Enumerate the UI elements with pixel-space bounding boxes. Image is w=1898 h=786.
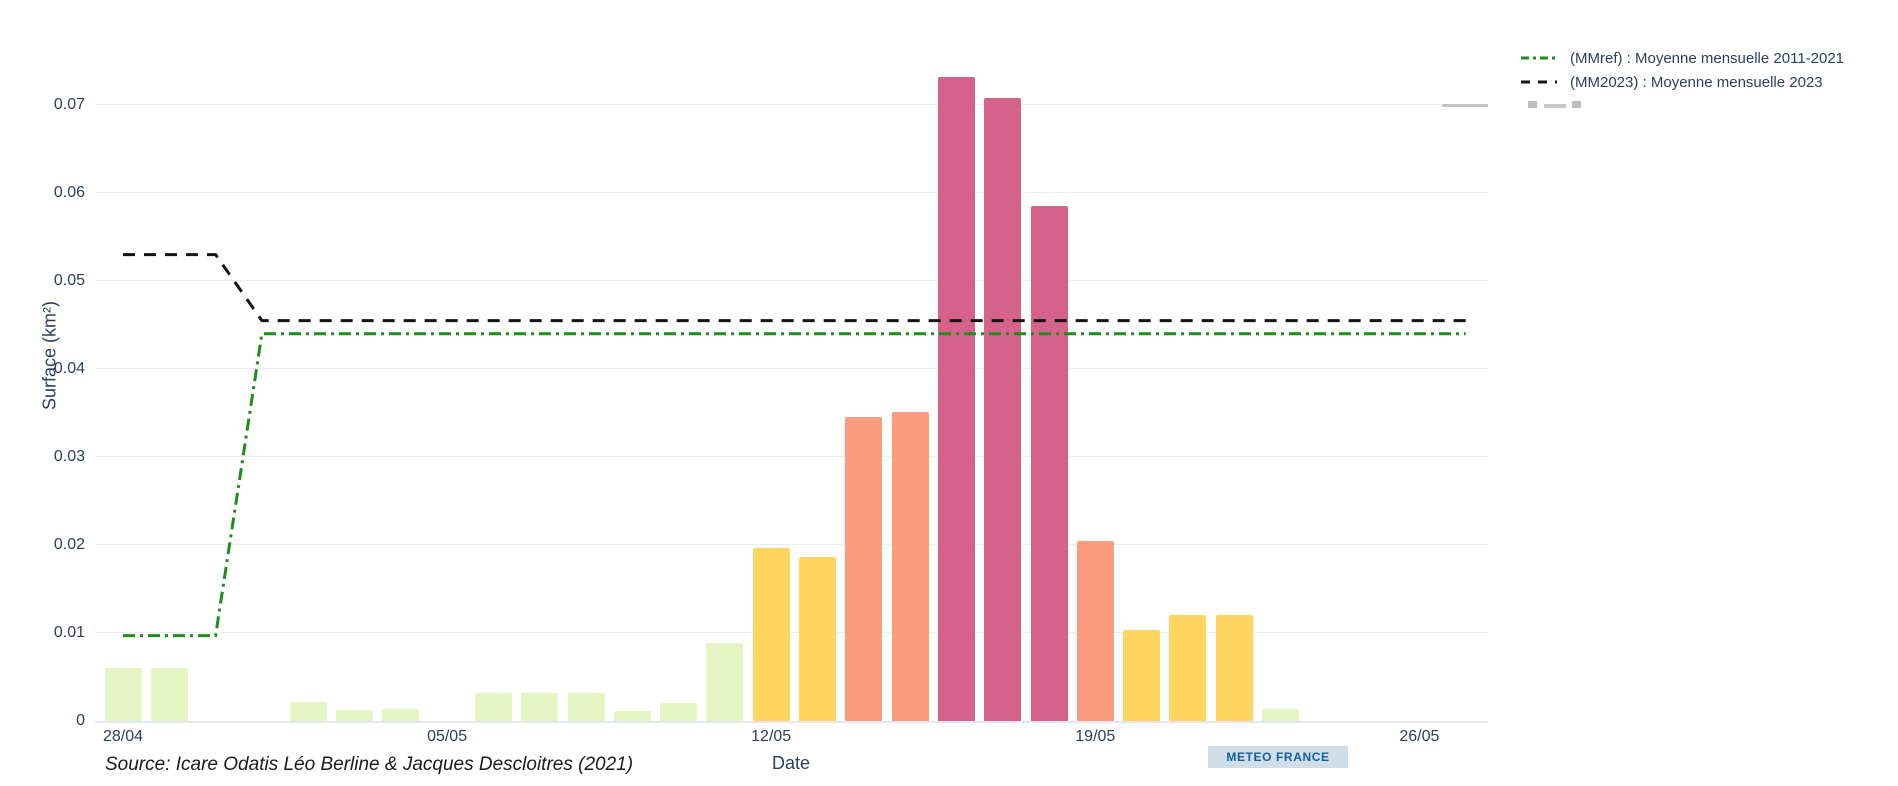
x-axis-title: Date [771,753,811,773]
gridline [95,368,1488,369]
mmref-line [123,332,1466,638]
legend-item-mm2023[interactable]: (MM2023) : Moyenne mensuelle 2023 [1520,70,1844,94]
bar-08/05[interactable] [567,692,605,721]
bar-22/05[interactable] [1215,615,1253,721]
bar-29/04[interactable] [150,668,188,721]
legend-clipped-row-text-remnant [1528,101,1537,108]
mean-lines-layer [123,253,1466,638]
bar-02/05[interactable] [289,701,327,721]
bar-10/05[interactable] [660,702,698,721]
x-tick-05/05: 05/05 [427,728,468,745]
bar-28/04[interactable] [104,668,142,721]
bar-16/05[interactable] [937,76,975,721]
bar-07/05[interactable] [521,692,559,721]
bar-19/05[interactable] [1076,540,1114,721]
gridline [95,544,1488,545]
x-tick-19/05: 19/05 [1075,728,1116,745]
meteo-france-logo-text: METEO FRANCE [1226,750,1330,764]
bar-20/05[interactable] [1123,630,1161,721]
white-overlay-patch [1846,70,1898,106]
legend-clipped-row-text-remnant [1544,104,1566,108]
y-tick-0: 0 [76,712,85,729]
bar-17/05[interactable] [984,97,1022,721]
bar-15/05[interactable] [891,412,929,721]
legend-dash-sample-icon [1521,80,1557,84]
legend-clipped-row-text-remnant [1572,101,1581,108]
y-tick-0.01: 0.01 [53,624,85,641]
bar-12/05[interactable] [752,547,790,721]
x-tick-28/04: 28/04 [102,728,144,745]
bar-18/05[interactable] [1030,206,1068,721]
legend-item-label: (MMref) : Moyenne mensuelle 2011-2021 [1570,49,1845,67]
bar-11/05[interactable] [706,642,744,721]
bar-09/05[interactable] [613,711,651,721]
x-tick-26/05: 26/05 [1399,728,1440,745]
y-tick-0.04: 0.04 [53,360,85,377]
gridline [95,104,1488,105]
x-tick-12/05: 12/05 [751,728,792,745]
gridline [95,632,1488,633]
bar-13/05[interactable] [799,557,836,721]
legend-item-label: (MM2023) : Moyenne mensuelle 2023 [1570,73,1823,91]
bar-06/05[interactable] [474,692,512,721]
y-tick-0.03: 0.03 [53,448,85,465]
gridline [95,192,1488,193]
y-tick-0.06: 0.06 [53,184,85,201]
gridline [95,456,1488,457]
bar-21/05[interactable] [1169,615,1207,721]
y-axis-title: Surface (km²) [39,301,60,411]
legend-item-mmref[interactable]: (MMref) : Moyenne mensuelle 2011-2021 [1520,46,1844,70]
bar-03/05[interactable] [336,709,373,721]
bar-23/05[interactable] [1262,708,1299,721]
y-tick-0.02: 0.02 [53,536,85,553]
source-note: Source: Icare Odatis Léo Berline & Jacqu… [105,754,634,775]
legend-clipped-row-line [1442,104,1488,107]
gridline [95,280,1488,281]
bar-04/05[interactable] [382,708,420,721]
bar-14/05[interactable] [845,417,883,721]
y-tick-0.07: 0.07 [53,96,85,113]
plot-area [95,35,1488,723]
meteo-france-logo: METEO FRANCE [1208,746,1348,768]
legend: (MMref) : Moyenne mensuelle 2011-2021 (MM… [1520,46,1844,94]
legend-dash-sample-icon [1521,56,1557,60]
mm2023-line [123,253,1466,323]
y-tick-0.05: 0.05 [53,272,85,289]
